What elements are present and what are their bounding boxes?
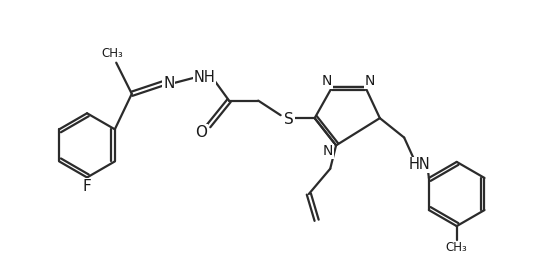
Text: N: N bbox=[322, 74, 333, 88]
Text: CH₃: CH₃ bbox=[101, 47, 123, 60]
Text: N: N bbox=[163, 76, 175, 91]
Text: N: N bbox=[365, 74, 375, 88]
Text: F: F bbox=[83, 179, 91, 194]
Text: HN: HN bbox=[409, 157, 430, 172]
Text: CH₃: CH₃ bbox=[446, 241, 468, 254]
Text: N: N bbox=[323, 144, 333, 158]
Text: S: S bbox=[285, 112, 294, 127]
Text: O: O bbox=[195, 125, 207, 140]
Text: NH: NH bbox=[194, 70, 216, 85]
